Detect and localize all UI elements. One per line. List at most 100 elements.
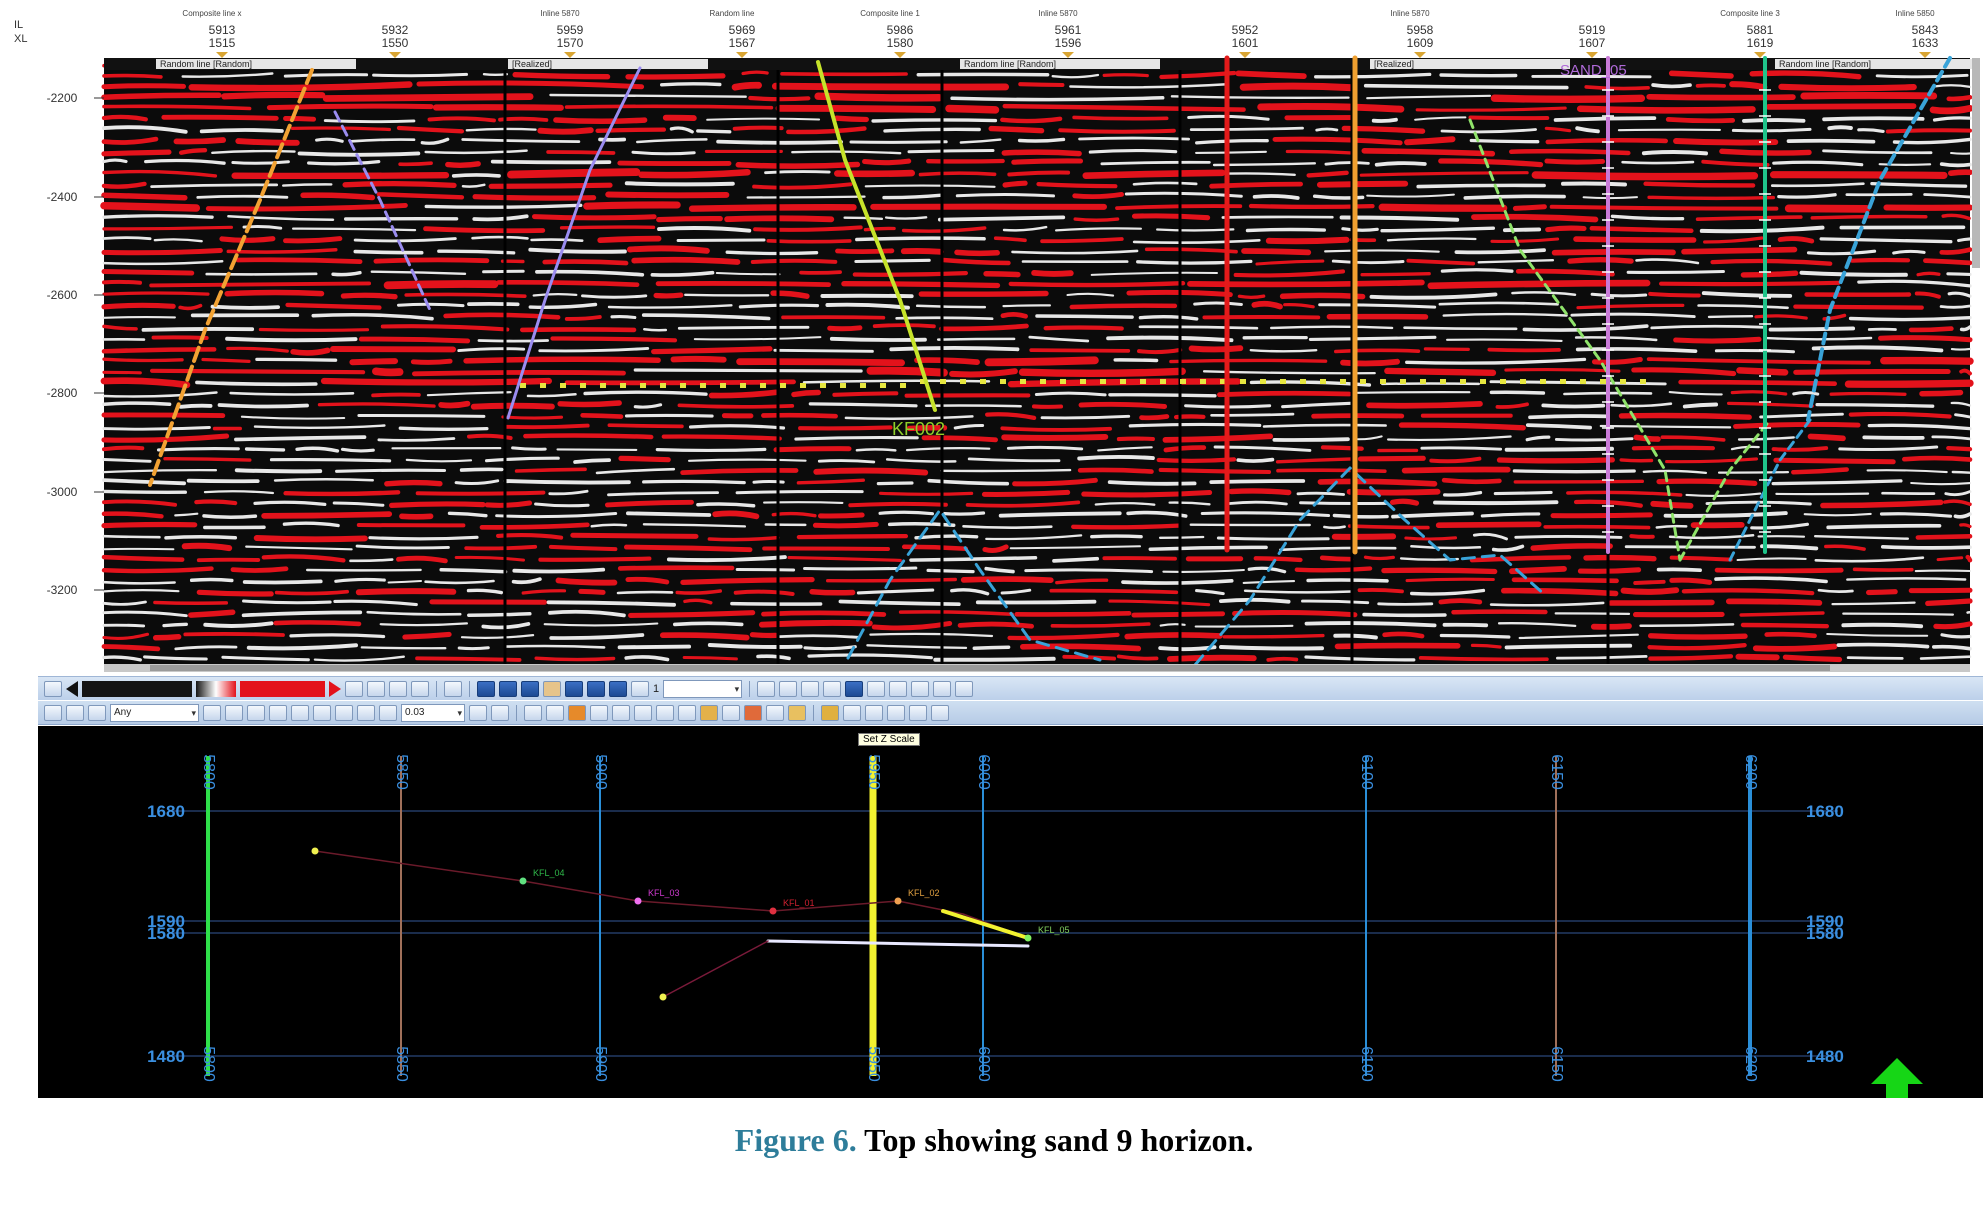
horizon-pick-point[interactable]: [720, 383, 726, 388]
horizon-pick-point[interactable]: [1360, 379, 1366, 384]
horizon-pick-point[interactable]: [1180, 379, 1186, 384]
flag-icon[interactable]: [766, 704, 784, 721]
pick-icon[interactable]: [335, 704, 353, 721]
horizon-pick-point[interactable]: [820, 383, 826, 388]
horizon-pick-point[interactable]: [1040, 379, 1046, 384]
colorbar-red[interactable]: [240, 680, 325, 697]
arrow-icon[interactable]: [546, 704, 564, 721]
annotate-icon[interactable]: [612, 704, 630, 721]
horizon-tool-icon[interactable]: [700, 704, 718, 721]
stack-icon[interactable]: [291, 704, 309, 721]
horizon-pick-point[interactable]: [1440, 379, 1446, 384]
mode-combo[interactable]: Any: [110, 703, 199, 722]
horizon-pick-point[interactable]: [740, 383, 746, 388]
horizon-pick-point[interactable]: [620, 383, 626, 388]
horizon-pick-point[interactable]: [1380, 379, 1386, 384]
horizon-pick-point[interactable]: [1480, 379, 1486, 384]
horizon-pick-point[interactable]: [1100, 379, 1106, 384]
measure-icon[interactable]: [247, 704, 265, 721]
horizon-pick-point[interactable]: [920, 379, 926, 384]
curve-icon[interactable]: [909, 704, 927, 721]
horizon-pick-point[interactable]: [1260, 379, 1266, 384]
horizon-pick-point[interactable]: [940, 379, 946, 384]
fault-lightgreen[interactable]: [1468, 118, 1682, 562]
horizon-pick-point[interactable]: [880, 383, 886, 388]
horizon-pick-point[interactable]: [840, 383, 846, 388]
horizon-pick-point[interactable]: [680, 383, 686, 388]
split-icon[interactable]: [801, 680, 820, 697]
panel-tab[interactable]: [1775, 59, 1975, 69]
well-icon[interactable]: [656, 704, 674, 721]
map-inline-segment[interactable]: [941, 909, 1030, 940]
paint-icon[interactable]: [313, 704, 331, 721]
ruler-icon[interactable]: [389, 680, 407, 697]
brush-icon[interactable]: [933, 680, 952, 697]
horizon-pick-point[interactable]: [1200, 379, 1206, 384]
vertical-scrollbar-thumb[interactable]: [1972, 58, 1980, 268]
map-well-marker[interactable]: [634, 897, 642, 905]
camera-icon[interactable]: [543, 680, 561, 697]
cross-icon[interactable]: [823, 680, 842, 697]
draw-line-icon[interactable]: [757, 680, 776, 697]
map-well-marker[interactable]: [769, 907, 777, 915]
zoom-combo[interactable]: [663, 679, 743, 698]
horizon-pick-point[interactable]: [1400, 379, 1406, 384]
horizon-pick-point[interactable]: [640, 383, 646, 388]
save-icon[interactable]: [477, 680, 495, 697]
sand9-horizon-pick[interactable]: [520, 379, 1646, 388]
play-forward-icon[interactable]: [329, 680, 341, 697]
horizon-pick-point[interactable]: [780, 383, 786, 388]
zoom-extent-icon[interactable]: [379, 704, 397, 721]
horizon-pick-point[interactable]: [760, 383, 766, 388]
colorbar-gradient[interactable]: [196, 680, 236, 697]
horizon-pick-point[interactable]: [1600, 379, 1606, 384]
pencil-icon[interactable]: [911, 680, 930, 697]
undo-icon[interactable]: [345, 680, 363, 697]
dropdown-icon[interactable]: [634, 704, 652, 721]
map-well-marker[interactable]: [519, 877, 527, 885]
tools-icon[interactable]: [631, 680, 649, 697]
zoom-in-icon[interactable]: [203, 704, 221, 721]
horizon-pick-point[interactable]: [1460, 379, 1466, 384]
horizon-pick-point[interactable]: [1240, 379, 1246, 384]
horizon-pick-point[interactable]: [1060, 379, 1066, 384]
print-icon[interactable]: [587, 680, 605, 697]
fault-blue-short[interactable]: [1728, 418, 1812, 562]
copy-icon[interactable]: [843, 704, 861, 721]
horizon-pick-point[interactable]: [1420, 379, 1426, 384]
fault-lavender-short[interactable]: [333, 110, 432, 312]
fault-sticks[interactable]: [148, 56, 1952, 667]
highlight-tool-icon[interactable]: [568, 704, 586, 721]
map-well-marker[interactable]: [894, 897, 902, 905]
zoom-out-icon[interactable]: [225, 704, 243, 721]
draw-polyline-icon[interactable]: [779, 680, 798, 697]
horizon-pick-point[interactable]: [1280, 379, 1286, 384]
panel-tab[interactable]: [508, 59, 708, 69]
menu-toggle-icon[interactable]: [44, 680, 62, 697]
horizon-pick-point[interactable]: [1120, 379, 1126, 384]
map-wells[interactable]: KFL_04 KFL_03 KFL_02 KFL_01 KFL_05: [311, 847, 1070, 1001]
fault-yellowgreen[interactable]: [816, 60, 937, 412]
wave-icon[interactable]: [887, 704, 905, 721]
map-well-marker[interactable]: [659, 993, 667, 1001]
select-icon[interactable]: [44, 704, 62, 721]
horizon-pick-point[interactable]: [1560, 379, 1566, 384]
fault-blue-dome-left[interactable]: [846, 508, 1102, 662]
fault-lavender[interactable]: [506, 66, 642, 420]
horizon-pick-point[interactable]: [1620, 379, 1626, 384]
grid-tool-icon[interactable]: [722, 704, 740, 721]
horizon-pick-point[interactable]: [1140, 379, 1146, 384]
cut-icon[interactable]: [444, 680, 462, 697]
close-tool-icon[interactable]: [955, 680, 974, 697]
fault-icon[interactable]: [678, 704, 696, 721]
more-icon[interactable]: [931, 704, 949, 721]
horizon-pick-point[interactable]: [540, 383, 546, 388]
fault-lightgreen-2[interactable]: [1678, 418, 1772, 562]
polygon-icon[interactable]: [524, 704, 542, 721]
horizon-pick-point[interactable]: [1580, 379, 1586, 384]
colorbar-black[interactable]: [82, 680, 192, 697]
refresh-icon[interactable]: [357, 704, 375, 721]
horizon-pick-point[interactable]: [560, 383, 566, 388]
horizon-pick-point[interactable]: [1320, 379, 1326, 384]
